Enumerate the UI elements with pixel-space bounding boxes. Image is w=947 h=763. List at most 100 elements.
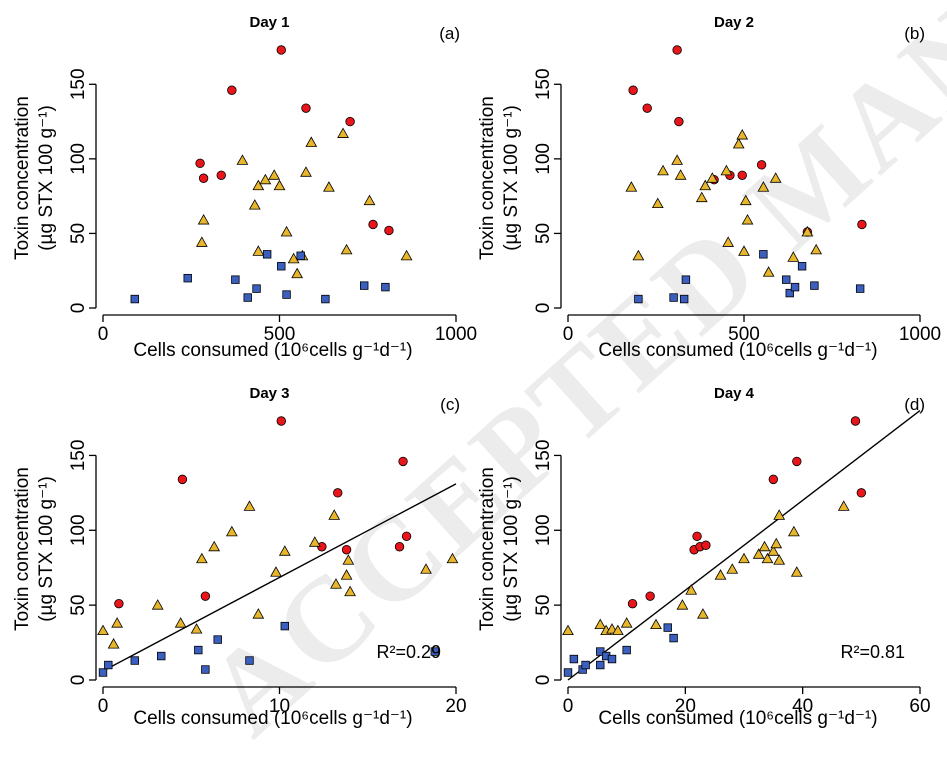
data-point-triangle xyxy=(714,569,727,580)
data-point-square xyxy=(213,635,222,644)
x-tick-label: 0 xyxy=(98,324,109,345)
data-point-triangle xyxy=(773,509,786,520)
data-point-square xyxy=(231,275,240,284)
data-point-triangle xyxy=(706,172,719,183)
data-point-square xyxy=(157,651,166,661)
data-point-circle xyxy=(672,45,682,55)
data-point-triangle xyxy=(174,617,187,628)
data-point-triangle xyxy=(801,225,814,237)
panel-4: 0 50 100 150 0 20 40 60 Day 4 (d) Toxin concentrat… xyxy=(477,385,931,729)
data-point-circle xyxy=(368,219,378,230)
data-point-square xyxy=(296,251,305,260)
data-point-triangle xyxy=(97,624,109,636)
y-tick-label: 150 xyxy=(533,440,554,472)
data-point-triangle xyxy=(699,179,712,191)
data-point-triangle xyxy=(340,569,353,580)
data-point-triangle xyxy=(151,599,164,610)
data-point-square xyxy=(282,290,291,299)
y-tick-label: 0 xyxy=(533,303,554,314)
data-point-triangle xyxy=(762,266,775,277)
data-point-triangle xyxy=(446,552,459,564)
data-point-square xyxy=(596,647,605,656)
data-point-square xyxy=(252,284,261,293)
data-point-square xyxy=(679,294,689,304)
x-tick-label: 0 xyxy=(563,696,574,717)
y-axis-title: Toxin concentration (µg STX 100 g⁻¹) xyxy=(477,467,522,631)
panel-title: Day 2 xyxy=(714,14,754,31)
data-point-triangle xyxy=(107,638,120,649)
data-point-square xyxy=(855,284,865,293)
data-point-triangle xyxy=(758,540,771,552)
data-point-triangle xyxy=(767,545,780,556)
x-tick-label: 0 xyxy=(563,324,574,345)
panel-3: 0 50 100 150 0 10 20 Day 3 (c) Toxin concentratio… xyxy=(12,385,467,729)
data-point-square xyxy=(430,647,440,656)
data-point-square xyxy=(607,654,617,664)
x-tick-label: 1000 xyxy=(435,324,477,345)
y-tick-label: 150 xyxy=(68,440,89,472)
data-point-triangle xyxy=(300,166,312,177)
data-point-triangle xyxy=(611,624,624,636)
data-point-triangle xyxy=(270,566,282,577)
data-point-square xyxy=(669,293,678,302)
y-tick-label: 50 xyxy=(533,595,554,616)
data-point-circle xyxy=(398,456,408,467)
data-point-square xyxy=(634,294,643,304)
y-axis-title: Toxin concentration (µg STX 100 g⁻¹) xyxy=(12,467,57,631)
data-point-square xyxy=(98,668,108,677)
data-point-triangle xyxy=(305,136,318,147)
data-point-circle xyxy=(701,540,711,550)
data-point-triangle xyxy=(650,618,662,630)
data-point-circle xyxy=(768,474,779,485)
y-tick-label: 50 xyxy=(68,223,89,244)
data-point-triangle xyxy=(770,537,783,549)
data-point-triangle xyxy=(732,137,745,149)
data-point-circle xyxy=(341,545,352,555)
data-point-circle xyxy=(645,591,655,601)
data-point-triangle xyxy=(722,236,735,247)
data-point-triangle xyxy=(757,181,770,192)
data-point-circle xyxy=(195,158,205,169)
data-point-circle xyxy=(856,488,867,498)
x-tick-label: 500 xyxy=(728,324,760,345)
y-tick-label: 100 xyxy=(68,514,89,546)
data-point-square xyxy=(596,660,605,670)
y-axis-title-line2: (µg STX 100 g⁻¹) xyxy=(36,105,57,251)
data-point-triangle xyxy=(697,608,709,619)
data-point-circle xyxy=(345,116,355,127)
data-point-triangle xyxy=(790,566,803,577)
regression-line xyxy=(567,409,921,681)
x-axis-title: Cells consumed (10⁶cells g⁻¹d⁻¹) xyxy=(133,708,412,729)
y-tick-label: 0 xyxy=(68,675,89,686)
data-point-square xyxy=(130,656,139,665)
panel-1: 0 50 100 150 0 500 1000 Day 1 (a) Toxin concentra… xyxy=(12,14,477,361)
data-point-square xyxy=(782,275,791,284)
data-point-triangle xyxy=(248,199,261,210)
y-axis-title: Toxin concentration (µg STX 100 g⁻¹) xyxy=(12,96,57,260)
data-point-circle xyxy=(198,173,209,183)
data-point-square xyxy=(321,294,330,304)
y-axis-title-line1: Toxin concentration xyxy=(477,96,498,260)
data-point-circle xyxy=(114,598,124,609)
data-point-triangle xyxy=(726,563,739,574)
data-point-circle xyxy=(756,160,767,170)
data-point-triangle xyxy=(787,525,800,537)
data-point-square xyxy=(104,660,113,670)
data-point-triangle xyxy=(674,169,687,180)
data-point-triangle xyxy=(252,179,265,191)
data-point-square xyxy=(262,250,272,259)
regression-line xyxy=(102,483,457,672)
data-point-triangle xyxy=(190,623,203,634)
data-point-triangle xyxy=(225,525,238,537)
r-squared-label: R²=0.81 xyxy=(840,642,905,662)
data-point-square xyxy=(790,282,800,292)
x-tick-label: 40 xyxy=(792,696,813,717)
data-point-triangle xyxy=(625,181,638,192)
data-point-square xyxy=(277,262,286,271)
data-point-circle xyxy=(792,456,802,467)
data-point-circle xyxy=(857,219,867,230)
data-point-triangle xyxy=(400,249,413,261)
data-point-circle xyxy=(850,416,861,426)
y-tick-label: 150 xyxy=(533,68,554,100)
y-tick-label: 50 xyxy=(533,223,554,244)
